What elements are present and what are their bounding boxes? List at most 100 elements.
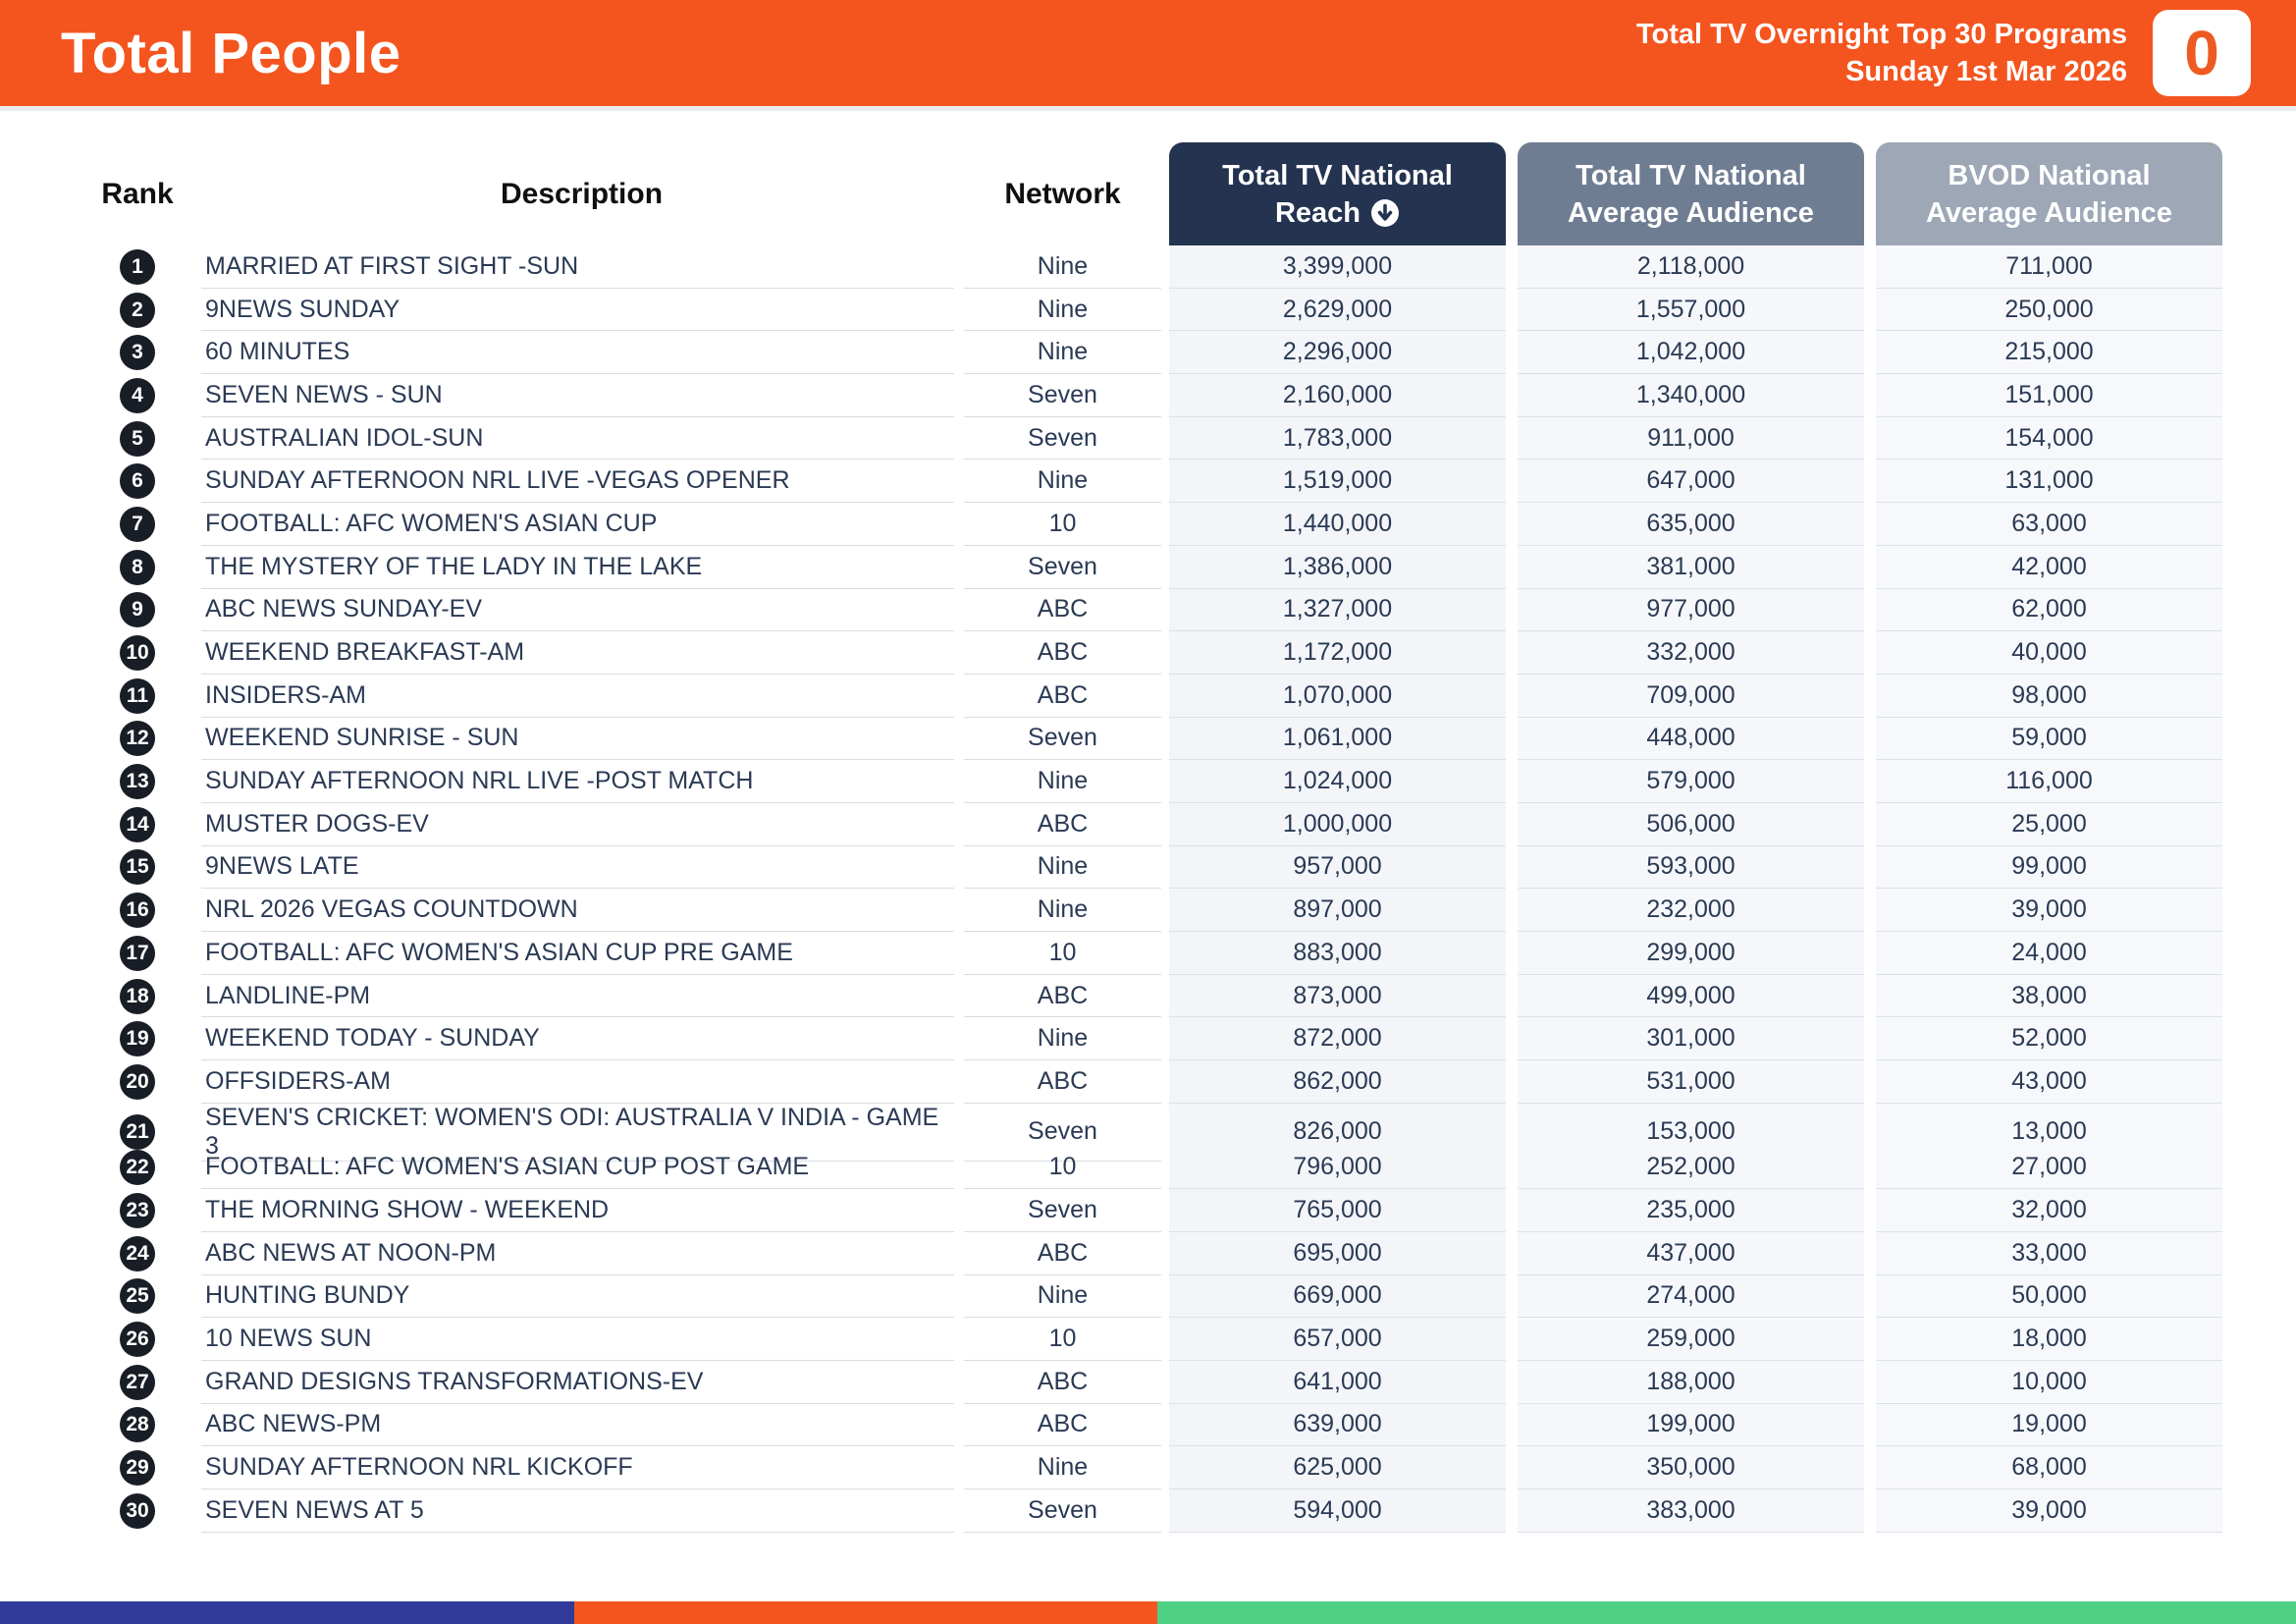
avg-audience-cell: 381,000 [1518,545,1864,589]
rank-cell: 27 [74,1361,201,1404]
rank-badge: 19 [120,1021,155,1057]
rank-badge: 14 [120,806,155,842]
description-cell: SUNDAY AFTERNOON NRL LIVE -VEGAS OPENER [201,460,954,504]
table-header: Rank Description Network Total TV Nation… [74,142,2228,245]
avg-audience-cell: 635,000 [1518,503,1864,546]
bvod-cell: 154,000 [1876,416,2222,460]
network-cell: ABC [964,1361,1161,1404]
reach-cell: 1,386,000 [1169,545,1506,589]
table-row: 10 WEEKEND BREAKFAST-AM ABC 1,172,000 33… [74,631,2228,675]
avg-audience-cell: 259,000 [1518,1318,1864,1361]
bvod-cell: 19,000 [1876,1403,2222,1447]
bvod-cell: 10,000 [1876,1360,2222,1404]
rank-cell: 24 [74,1232,201,1275]
reach-cell: 657,000 [1169,1318,1506,1361]
footer-stripe-orange-segment [574,1601,1157,1624]
reach-cell: 873,000 [1169,974,1506,1018]
network-cell: Nine [964,289,1161,332]
bvod-cell: 151,000 [1876,374,2222,417]
reach-cell: 639,000 [1169,1403,1506,1447]
table-row: 30 SEVEN NEWS AT 5 Seven 594,000 383,000… [74,1489,2228,1533]
column-header-total-tv-reach[interactable]: Total TV National Reach [1169,142,1506,245]
table-row: 18 LANDLINE-PM ABC 873,000 499,000 38,00… [74,974,2228,1018]
bvod-cell: 215,000 [1876,331,2222,375]
footer-stripe-indigo-segment [0,1601,574,1624]
table-row: 12 WEEKEND SUNRISE - SUN Seven 1,061,000… [74,717,2228,761]
table-row: 7 FOOTBALL: AFC WOMEN'S ASIAN CUP 10 1,4… [74,503,2228,546]
rank-cell: 8 [74,546,201,589]
network-cell: Nine [964,846,1161,890]
banner-right: Total TV Overnight Top 30 Programs Sunda… [1636,10,2251,96]
description-cell: 60 MINUTES [201,331,954,375]
rank-badge: 24 [120,1235,155,1272]
bvod-cell: 32,000 [1876,1189,2222,1232]
rank-badge: 25 [120,1278,155,1315]
network-cell: Seven [964,1104,1161,1162]
table-row: 21 SEVEN'S CRICKET: WOMEN'S ODI: AUSTRAL… [74,1103,2228,1162]
sort-descending-icon [1371,198,1400,227]
column-header-bvod-avg-audience[interactable]: BVOD National Average Audience [1876,142,2222,245]
column-header-description: Description [500,177,664,210]
rank-cell: 2 [74,289,201,332]
rank-badge: 2 [120,292,155,328]
avg-audience-cell: 1,340,000 [1518,374,1864,417]
bvod-header-line1: BVOD National [1948,159,2151,191]
table-row: 1 MARRIED AT FIRST SIGHT -SUN Nine 3,399… [74,245,2228,289]
avg-audience-cell: 199,000 [1518,1403,1864,1447]
description-cell: AUSTRALIAN IDOL-SUN [201,417,954,460]
table-row: 9 ABC NEWS SUNDAY-EV ABC 1,327,000 977,0… [74,588,2228,632]
table-row: 11 INSIDERS-AM ABC 1,070,000 709,000 98,… [74,674,2228,718]
column-header-total-tv-avg-audience[interactable]: Total TV National Average Audience [1518,142,1864,245]
reach-cell: 594,000 [1169,1489,1506,1533]
avg-audience-cell: 709,000 [1518,674,1864,718]
description-cell: SUNDAY AFTERNOON NRL LIVE -POST MATCH [201,760,954,803]
reach-cell: 1,327,000 [1169,588,1506,632]
rank-badge: 8 [120,549,155,585]
bvod-cell: 62,000 [1876,588,2222,632]
bvod-cell: 711,000 [1876,245,2222,289]
rank-cell: 6 [74,460,201,503]
rank-badge: 4 [120,377,155,413]
report-subtitle-line2: Sunday 1st Mar 2026 [1845,56,2127,87]
description-cell: SEVEN NEWS AT 5 [201,1489,954,1533]
reach-cell: 1,783,000 [1169,416,1506,460]
rank-cell: 17 [74,932,201,975]
table-row: 25 HUNTING BUNDY Nine 669,000 274,000 50… [74,1274,2228,1319]
rank-cell: 15 [74,846,201,890]
rank-badge: 20 [120,1063,155,1100]
description-cell: ABC NEWS AT NOON-PM [201,1232,954,1275]
rank-cell: 26 [74,1318,201,1361]
network-cell: Seven [964,417,1161,460]
network-cell: ABC [964,1232,1161,1275]
reach-cell: 2,160,000 [1169,374,1506,417]
oztam-logo: 0 [2153,10,2251,96]
rank-cell: 3 [74,331,201,374]
description-cell: SUNDAY AFTERNOON NRL KICKOFF [201,1446,954,1489]
rank-cell: 19 [74,1017,201,1060]
footer-stripe [0,1601,2296,1624]
bvod-cell: 98,000 [1876,674,2222,718]
rank-badge: 3 [120,335,155,371]
network-cell: 10 [964,1146,1161,1190]
table-row: 17 FOOTBALL: AFC WOMEN'S ASIAN CUP PRE G… [74,932,2228,975]
avg-audience-cell: 232,000 [1518,889,1864,932]
top-banner: Total People Total TV Overnight Top 30 P… [0,0,2296,111]
bvod-cell: 116,000 [1876,760,2222,803]
rank-badge: 10 [120,635,155,672]
reach-cell: 883,000 [1169,932,1506,975]
rank-cell: 21 [74,1104,201,1162]
rank-badge: 5 [120,420,155,457]
avg-audience-cell: 579,000 [1518,760,1864,803]
network-cell: Seven [964,718,1161,761]
bvod-cell: 40,000 [1876,631,2222,675]
rank-badge: 21 [120,1114,155,1151]
rank-cell: 18 [74,975,201,1018]
table-row: 5 AUSTRALIAN IDOL-SUN Seven 1,783,000 91… [74,416,2228,460]
description-cell: 9NEWS LATE [201,846,954,890]
rank-badge: 16 [120,893,155,929]
avg-audience-cell: 448,000 [1518,717,1864,761]
avg-header-line1: Total TV National [1575,159,1806,191]
description-cell: GRAND DESIGNS TRANSFORMATIONS-EV [201,1361,954,1404]
rank-cell: 1 [74,245,201,289]
reach-cell: 695,000 [1169,1231,1506,1275]
